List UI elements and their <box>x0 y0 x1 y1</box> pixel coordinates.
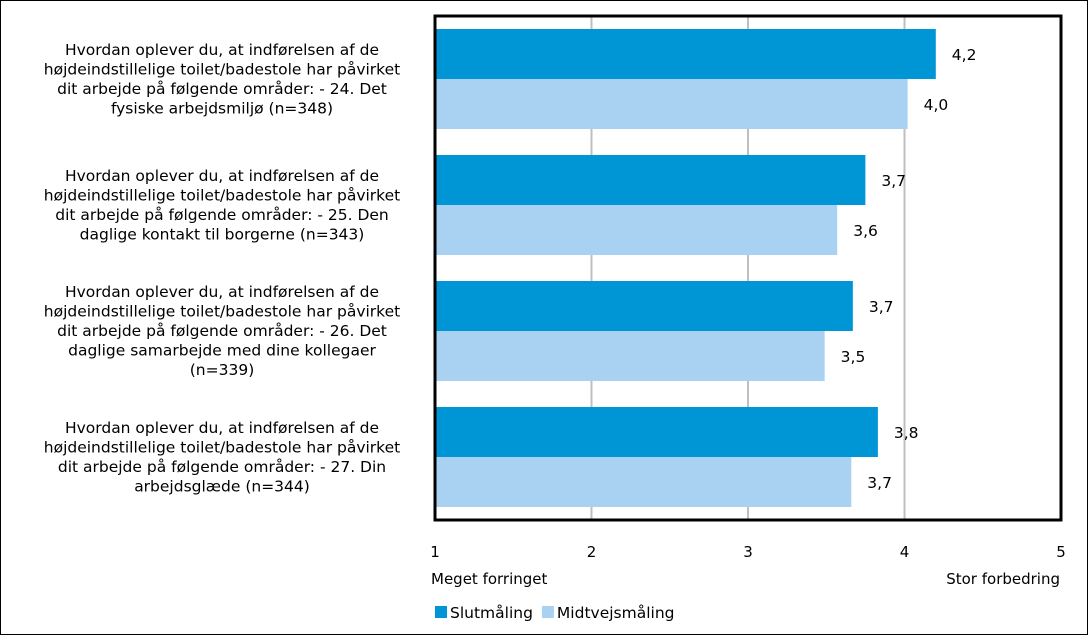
x-tick-label: 2 <box>587 543 597 561</box>
bar-slutmaaling-2 <box>435 155 866 205</box>
category-label-line: (n=339) <box>190 361 255 379</box>
category-label-line: Hvordan oplever du, at indførelsen af de <box>65 167 379 185</box>
category-label-line: dit arbejde på følgende områder: - 26. D… <box>57 322 387 340</box>
bar-midtvejsmaaling-2 <box>435 205 838 255</box>
category-label-line: daglige samarbejde med dine kollegaer <box>68 342 376 360</box>
category-label-line: dit arbejde på følgende områder: - 25. D… <box>55 206 389 224</box>
x-tick-label: 5 <box>1056 543 1066 561</box>
bar-slutmaaling-3 <box>435 281 853 331</box>
x-end-label-right: Stor forbedring <box>946 570 1060 588</box>
data-label: 3,6 <box>853 222 878 240</box>
category-label-line: Hvordan oplever du, at indførelsen af de <box>65 41 379 59</box>
category-label-line: fysiske arbejdsmiljø (n=348) <box>111 99 333 117</box>
data-label: 3,7 <box>867 474 892 492</box>
legend-swatch-1 <box>435 606 447 618</box>
category-label-line: daglige kontakt til borgerne (n=343) <box>80 225 365 243</box>
bar-slutmaaling-1 <box>435 29 936 79</box>
category-label-line: arbejdsglæde (n=344) <box>134 477 310 495</box>
legend-label-2: Midtvejsmåling <box>557 604 675 622</box>
category-label-3: Hvordan oplever du, at indførelsen af de… <box>44 283 400 379</box>
bar-midtvejsmaaling-1 <box>435 79 908 129</box>
category-label-line: højdeindstillelige toilet/badestole har … <box>44 186 400 204</box>
category-label-line: dit arbejde på følgende områder: - 27. D… <box>58 458 386 476</box>
data-label: 3,8 <box>894 424 919 442</box>
category-label-line: dit arbejde på følgende områder: - 24. D… <box>57 80 387 98</box>
data-label: 3,7 <box>881 172 906 190</box>
category-label-line: højdeindstillelige toilet/badestole har … <box>44 438 400 456</box>
data-label: 3,7 <box>869 298 894 316</box>
data-label: 4,0 <box>924 96 949 114</box>
legend-label-1: Slutmåling <box>450 604 533 622</box>
bar-midtvejsmaaling-4 <box>435 457 852 507</box>
category-label-line: højdeindstillelige toilet/badestole har … <box>44 60 400 78</box>
category-label-line: Hvordan oplever du, at indførelsen af de <box>65 419 379 437</box>
x-tick-label: 3 <box>743 543 753 561</box>
category-label-2: Hvordan oplever du, at indførelsen af de… <box>44 167 400 244</box>
category-label-1: Hvordan oplever du, at indførelsen af de… <box>44 41 400 118</box>
data-label: 3,5 <box>841 348 866 366</box>
data-label: 4,2 <box>952 46 977 64</box>
category-label-4: Hvordan oplever du, at indførelsen af de… <box>44 419 400 496</box>
category-label-line: Hvordan oplever du, at indførelsen af de <box>65 283 379 301</box>
bar-slutmaaling-4 <box>435 407 878 457</box>
x-tick-label: 4 <box>900 543 910 561</box>
x-end-label-left: Meget forringet <box>431 570 548 588</box>
legend-swatch-2 <box>541 606 554 618</box>
category-label-line: højdeindstillelige toilet/badestole har … <box>44 303 400 321</box>
bar-midtvejsmaaling-3 <box>435 331 825 381</box>
plot-area-border <box>433 14 1063 522</box>
x-tick-label: 1 <box>430 543 440 561</box>
